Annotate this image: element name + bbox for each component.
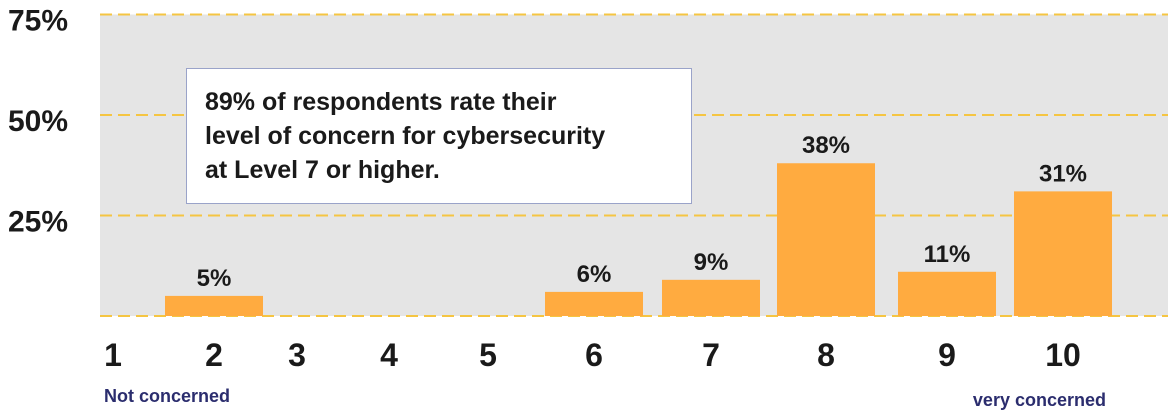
data-label: 9% [694, 249, 729, 276]
x-tick-label: 7 [702, 337, 720, 373]
annotation-line-3: at Level 7 or higher. [205, 156, 440, 184]
y-tick-label: 50% [8, 105, 68, 138]
bar [777, 163, 875, 316]
x-tick-label: 8 [817, 337, 835, 373]
bar [545, 291, 643, 316]
x-tick-label: 10 [1045, 337, 1081, 373]
x-tick-label: 9 [938, 337, 956, 373]
annotation-line-2: level of concern for cybersecurity [205, 122, 606, 150]
x-tick-label: 3 [288, 337, 306, 373]
data-label: 6% [577, 261, 612, 288]
bar [165, 295, 263, 316]
x-end-label-right: very concerned [973, 390, 1106, 410]
annotation-line-1: 89% of respondents rate their [205, 88, 557, 116]
bar [662, 279, 760, 316]
y-tick-label: 75% [8, 5, 68, 38]
data-label: 11% [924, 241, 971, 268]
x-tick-label: 6 [585, 337, 603, 373]
x-tick-label: 2 [205, 337, 223, 373]
x-end-label-left: Not concerned [104, 386, 230, 406]
x-tick-label: 5 [479, 337, 497, 373]
data-label: 5% [197, 265, 232, 292]
x-tick-label: 1 [104, 337, 122, 373]
data-label: 31% [1039, 160, 1087, 187]
data-label: 38% [802, 132, 850, 159]
bar [898, 271, 996, 316]
x-tick-label: 4 [380, 337, 398, 373]
annotation-box: 89% of respondents rate their level of c… [186, 68, 692, 204]
bar [1014, 191, 1112, 316]
y-tick-label: 25% [8, 206, 68, 239]
